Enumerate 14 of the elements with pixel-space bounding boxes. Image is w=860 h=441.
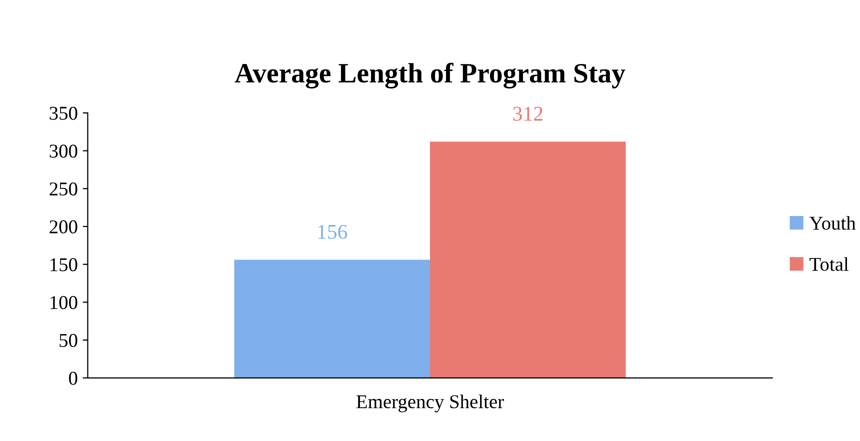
- y-tick-label: 50: [60, 334, 78, 348]
- y-tick-label: 350: [50, 106, 78, 120]
- chart-title: Average Length of Program Stay: [234, 62, 626, 88]
- y-tick-label: 200: [50, 220, 78, 234]
- x-tick-label: Emergency Shelter: [356, 394, 504, 412]
- y-tick-label: 250: [50, 182, 78, 196]
- legend-label: Youth: [809, 216, 856, 230]
- y-tick-label: 0: [69, 372, 78, 385]
- y-tick-label: 300: [50, 144, 78, 158]
- y-tick-label: 100: [50, 296, 78, 310]
- y-tick-label: 150: [50, 258, 78, 272]
- data-label: 312: [513, 106, 542, 121]
- legend-label: Total: [810, 257, 849, 271]
- data-label: 156: [318, 224, 348, 239]
